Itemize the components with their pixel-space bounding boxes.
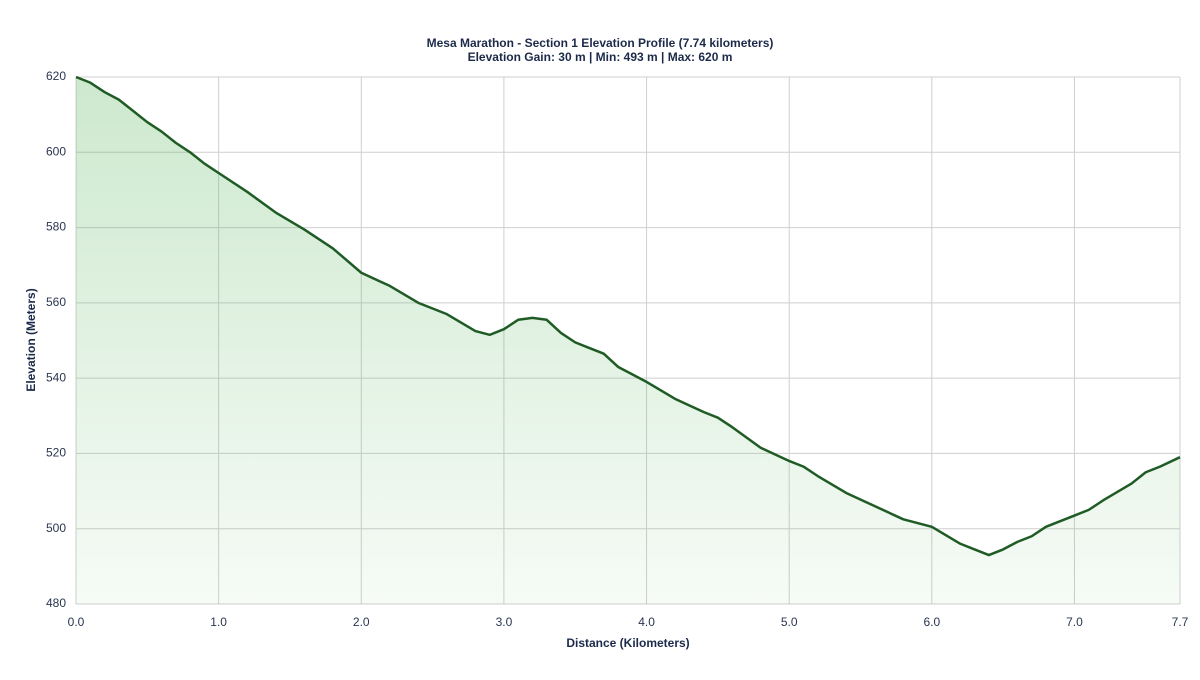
x-tick-label: 2.0 bbox=[353, 615, 370, 629]
chart-title: Mesa Marathon - Section 1 Elevation Prof… bbox=[427, 36, 774, 50]
x-tick-label: 7.0 bbox=[1066, 615, 1083, 629]
x-tick-label: 1.0 bbox=[210, 615, 227, 629]
x-tick-label: 5.0 bbox=[781, 615, 798, 629]
elevation-line bbox=[75, 75, 1181, 557]
y-tick-label: 560 bbox=[46, 295, 66, 309]
y-tick-label: 620 bbox=[46, 69, 66, 83]
y-tick-label: 540 bbox=[46, 370, 66, 384]
y-axis-title: Elevation (Meters) bbox=[24, 288, 38, 391]
y-tick-label: 520 bbox=[46, 446, 66, 460]
x-tick-label: 7.7 bbox=[1172, 615, 1189, 629]
y-tick-label: 480 bbox=[46, 596, 66, 610]
y-tick-label: 500 bbox=[46, 521, 66, 535]
x-tick-label: 4.0 bbox=[638, 615, 655, 629]
area-fill bbox=[76, 77, 1180, 604]
x-tick-label: 6.0 bbox=[923, 615, 940, 629]
x-tick-label: 3.0 bbox=[496, 615, 513, 629]
chart-subtitle: Elevation Gain: 30 m | Min: 493 m | Max:… bbox=[468, 50, 733, 64]
x-tick-label: 0.0 bbox=[68, 615, 85, 629]
y-tick-label: 580 bbox=[46, 220, 66, 234]
x-axis-title: Distance (Kilometers) bbox=[566, 636, 689, 650]
y-tick-label: 600 bbox=[46, 144, 66, 158]
